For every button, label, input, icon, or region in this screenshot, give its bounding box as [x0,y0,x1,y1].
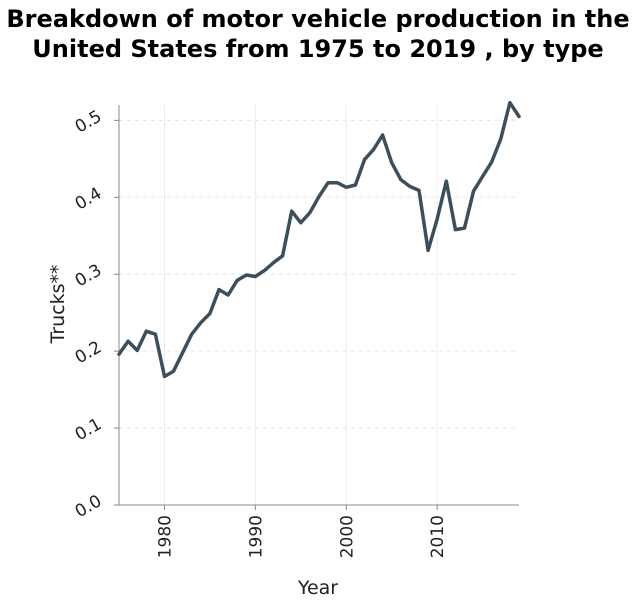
data-point [308,211,312,215]
data-point [317,195,321,199]
data-point [299,221,303,225]
data-point [372,148,376,152]
gridlines [119,105,519,505]
data-point [281,254,285,258]
data-point [462,226,466,230]
data-point [435,217,439,221]
data-point [253,275,257,279]
data-point [262,268,266,272]
y-tick-label: 0.3 [72,260,105,291]
x-tick-label: 2000 [337,515,357,558]
data-point [453,228,457,232]
axes [114,105,519,510]
data-point [162,375,166,379]
y-tick-label: 0.5 [72,107,105,138]
y-tick-label: 0.4 [72,184,105,215]
data-point [190,332,194,336]
data-point [399,178,403,182]
data-point [172,369,176,373]
data-point [326,181,330,185]
data-point [381,133,385,137]
data-point [426,248,430,252]
data-point [290,209,294,213]
data-point [335,181,339,185]
data-point [235,278,239,282]
x-tick-label: 2010 [428,515,448,558]
x-tick-label: 1990 [246,515,266,558]
data-point [199,321,203,325]
y-axis-title: Trucks** [47,264,69,344]
y-tick-label: 0.0 [72,491,105,522]
data-point [444,179,448,183]
data-point [153,332,157,336]
data-point [517,115,521,119]
data-point [490,160,494,164]
data-point [481,175,485,179]
data-point [135,348,139,352]
series-line [117,100,521,379]
x-tick-label: 1980 [155,515,175,558]
data-point [244,273,248,277]
data-point [117,352,121,356]
data-point [226,293,230,297]
data-point [126,339,130,343]
y-tick-label: 0.1 [72,414,105,445]
data-point [144,329,148,333]
data-point [208,311,212,315]
y-tick-label: 0.2 [72,337,105,368]
data-point [344,185,348,189]
data-point [417,188,421,192]
data-point [508,101,512,105]
data-point [362,158,366,162]
tick-labels: 0.0 0.1 0.2 0.3 0.4 0.5 1980 1990 2000 2010 [72,107,448,559]
data-point [390,161,394,165]
x-axis-title: Year [297,577,338,599]
data-point [472,189,476,193]
data-point [499,137,503,141]
data-point [272,261,276,265]
data-point [217,288,221,292]
data-point [353,183,357,187]
data-point [408,185,412,189]
series-lines [117,100,521,379]
chart-title: Breakdown of motor vehicle production in… [6,5,630,63]
data-point [181,351,185,355]
